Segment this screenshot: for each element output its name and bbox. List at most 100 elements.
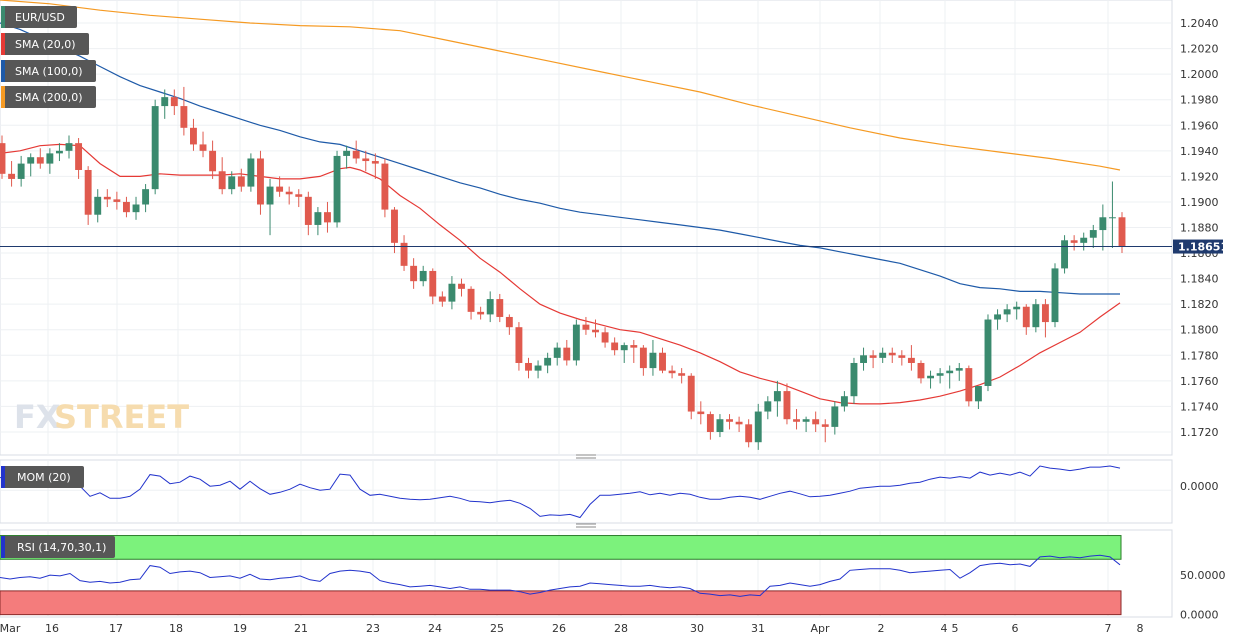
candle-body: [831, 406, 839, 427]
candle: [391, 207, 398, 254]
candle: [639, 345, 647, 376]
y-tick-label: 1.1720: [1180, 426, 1219, 439]
candle-body: [17, 163, 25, 179]
candle: [218, 157, 226, 195]
candle: [333, 150, 341, 228]
candle-body: [620, 345, 628, 351]
x-axis: Mar 16 17 18 19 21 23 24 25 26 28 30 31 Apr 2 4 5 6 7 8: [0, 622, 1144, 635]
candle: [773, 380, 781, 417]
rsi-oversold-zone: [0, 590, 1122, 616]
candle-body: [534, 365, 542, 371]
candle: [563, 339, 571, 366]
candle-body: [486, 299, 494, 315]
legend-sma20: SMA (20,0): [1, 33, 89, 55]
candle: [850, 357, 858, 404]
candle: [237, 168, 245, 192]
candle: [1089, 224, 1097, 248]
candle-body: [46, 153, 54, 164]
current-price-tag-bg: [1173, 239, 1223, 254]
candle-body: [237, 176, 245, 187]
rsi-overbought-zone: [0, 535, 1122, 560]
watermark-street: STREET: [54, 398, 189, 436]
candle-body: [706, 414, 714, 432]
candle: [467, 286, 475, 320]
candle-body: [965, 368, 973, 402]
candle: [94, 189, 102, 223]
legend-rsi-label: RSI (14,70,30,1): [17, 541, 106, 554]
candle-body: [1032, 304, 1040, 328]
candle-body: [611, 342, 619, 351]
candle-body: [352, 150, 360, 159]
candle: [678, 368, 686, 384]
rsi-tick-label: 50.0000: [1180, 569, 1226, 582]
candle: [371, 153, 379, 179]
candle: [582, 316, 590, 335]
candle-body: [314, 212, 322, 225]
candle-body: [1070, 240, 1078, 243]
candle-body: [860, 355, 867, 363]
candle-body: [1022, 306, 1030, 328]
candle: [1099, 204, 1107, 251]
candle-body: [927, 375, 934, 379]
main-grid: [0, 0, 1172, 455]
y-tick-label: 1.1880: [1180, 222, 1219, 235]
candle: [75, 138, 83, 179]
x-tick-label: 2: [878, 622, 885, 635]
candle: [783, 383, 791, 425]
y-tick-label: 1.1780: [1180, 349, 1219, 362]
legend-mom-label: MOM (20): [17, 471, 71, 484]
candle-body: [266, 186, 274, 205]
candle-body: [1118, 217, 1126, 247]
candle-body: [869, 355, 877, 358]
candle: [697, 401, 705, 425]
candle-body: [55, 150, 63, 154]
legend-mom: MOM (20): [1, 466, 84, 488]
candle-body: [946, 370, 954, 374]
y-tick-label: 1.1900: [1180, 196, 1219, 209]
x-tick-label: 16: [45, 622, 59, 635]
panel-resize-handle[interactable]: [576, 454, 596, 459]
candle: [515, 322, 523, 371]
main-price-panel: FX STREET 1.2040 1.2020 1.2000 1.1980 1.1960…: [0, 0, 1223, 456]
x-tick-label: Mar: [0, 622, 21, 635]
candle-body: [467, 288, 475, 312]
candle: [534, 360, 542, 379]
candle: [324, 201, 331, 233]
candle-body: [515, 327, 523, 363]
candle-body: [735, 421, 743, 425]
candle-body: [161, 97, 169, 107]
candle-body: [821, 424, 829, 427]
panel-resize-handle-2[interactable]: [576, 523, 596, 528]
candle-body: [687, 375, 695, 412]
candle: [276, 176, 284, 197]
candle: [0, 135, 6, 179]
momentum-panel: MOM (20) 0.0000: [0, 459, 1219, 524]
y-tick-label: 1.1760: [1180, 375, 1219, 388]
candle: [946, 365, 954, 389]
candle: [1051, 263, 1059, 328]
candle-body: [888, 352, 896, 356]
candle-body: [505, 316, 513, 328]
legend-sma100: SMA (100,0): [1, 60, 96, 82]
candle-body: [553, 347, 561, 358]
candle: [448, 276, 456, 310]
candle: [525, 357, 532, 379]
candle-body: [582, 324, 590, 330]
candle: [831, 401, 839, 435]
candle: [438, 291, 446, 307]
x-tick-label: 17: [109, 622, 123, 635]
candle: [869, 350, 877, 369]
candle: [170, 89, 178, 116]
candle-body: [544, 357, 552, 366]
candle-body: [1108, 217, 1116, 219]
candle-body: [247, 158, 255, 187]
candle-body: [410, 265, 418, 282]
candle-body: [429, 270, 437, 297]
candle-body: [745, 424, 753, 443]
candle-body: [630, 345, 638, 348]
candle-body: [496, 299, 504, 317]
rsi-panel: RSI (14,70,30,1) 50.0000 0.0000: [0, 529, 1226, 622]
candle: [419, 265, 427, 287]
candle: [486, 291, 494, 323]
candle-body: [84, 169, 92, 215]
